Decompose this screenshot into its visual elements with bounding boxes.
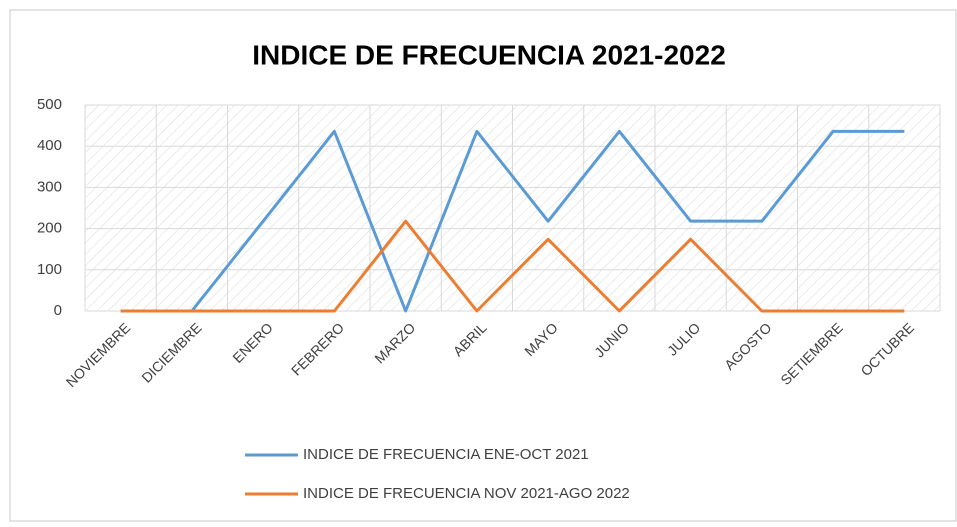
series-line — [190, 129, 905, 313]
y-tick-label: 500 — [37, 96, 62, 113]
y-tick-label: 400 — [37, 137, 62, 154]
series-line — [120, 219, 905, 313]
y-tick-label: 200 — [37, 220, 62, 237]
chart-title: INDICE DE FRECUENCIA 2021-2022 — [252, 39, 726, 70]
y-tick-label: 300 — [37, 178, 62, 195]
y-tick-label: 0 — [54, 302, 62, 319]
y-tick-label: 100 — [37, 261, 62, 278]
legend-label: INDICE DE FRECUENCIA ENE-OCT 2021 — [303, 446, 589, 463]
legend-label: INDICE DE FRECUENCIA NOV 2021-AGO 2022 — [303, 485, 630, 502]
